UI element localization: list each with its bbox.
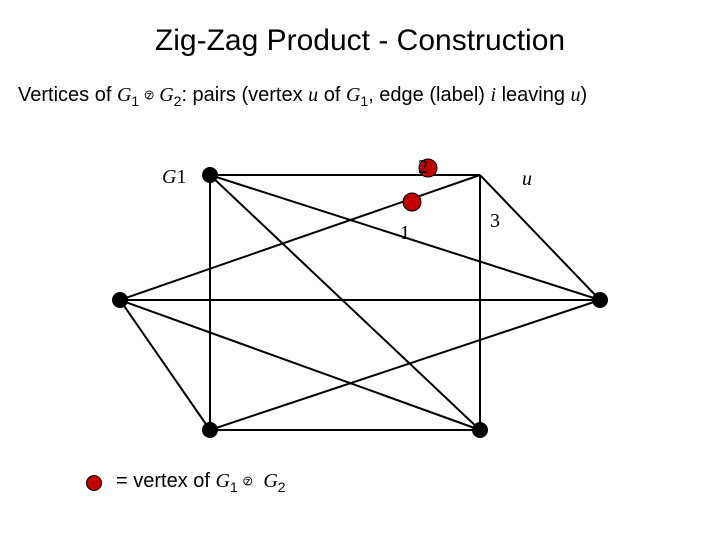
legend: = vertex of G1z G2 xyxy=(86,470,286,495)
sub-g3: G xyxy=(346,84,360,106)
subtitle: Vertices of G1zG2: pairs (vertex u of G1… xyxy=(18,84,587,109)
graph-node xyxy=(112,292,128,308)
label-1: 1 xyxy=(400,222,410,245)
graph-diagram xyxy=(60,130,660,460)
label-u: u xyxy=(522,168,532,191)
label-3: 3 xyxy=(490,210,500,233)
zigzag-vertex xyxy=(403,193,421,211)
sub-mid: : pairs (vertex xyxy=(181,84,308,106)
zigzag-symbol: z xyxy=(238,470,258,493)
label-g1: G1 xyxy=(162,166,186,189)
graph-edge xyxy=(120,300,210,430)
sub-u1: u xyxy=(308,84,318,106)
graph-edge xyxy=(120,300,480,430)
sub-end: ) xyxy=(581,84,588,106)
sub-prefix: Vertices of xyxy=(18,84,117,106)
page-title: Zig-Zag Product - Construction xyxy=(0,24,720,58)
graph-edge xyxy=(210,300,600,430)
legend-text: = vertex of G1z G2 xyxy=(116,470,286,495)
sub-u2: u xyxy=(571,84,581,106)
sub-g2: G xyxy=(159,84,173,106)
sub-g1sub: 1 xyxy=(131,93,139,109)
graph-edge xyxy=(210,175,480,430)
graph-node xyxy=(472,422,488,438)
legend-dot-icon xyxy=(86,475,102,491)
graph-svg xyxy=(60,130,660,460)
sub-mid4: leaving xyxy=(496,84,571,106)
label-2: 2 xyxy=(418,156,428,179)
zigzag-symbol: z xyxy=(139,84,159,107)
graph-node xyxy=(592,292,608,308)
graph-node xyxy=(202,167,218,183)
graph-edge xyxy=(120,175,480,300)
sub-mid2: of xyxy=(318,84,346,106)
sub-g1: G xyxy=(117,84,131,106)
sub-mid3: , edge (label) xyxy=(368,84,490,106)
graph-node xyxy=(202,422,218,438)
